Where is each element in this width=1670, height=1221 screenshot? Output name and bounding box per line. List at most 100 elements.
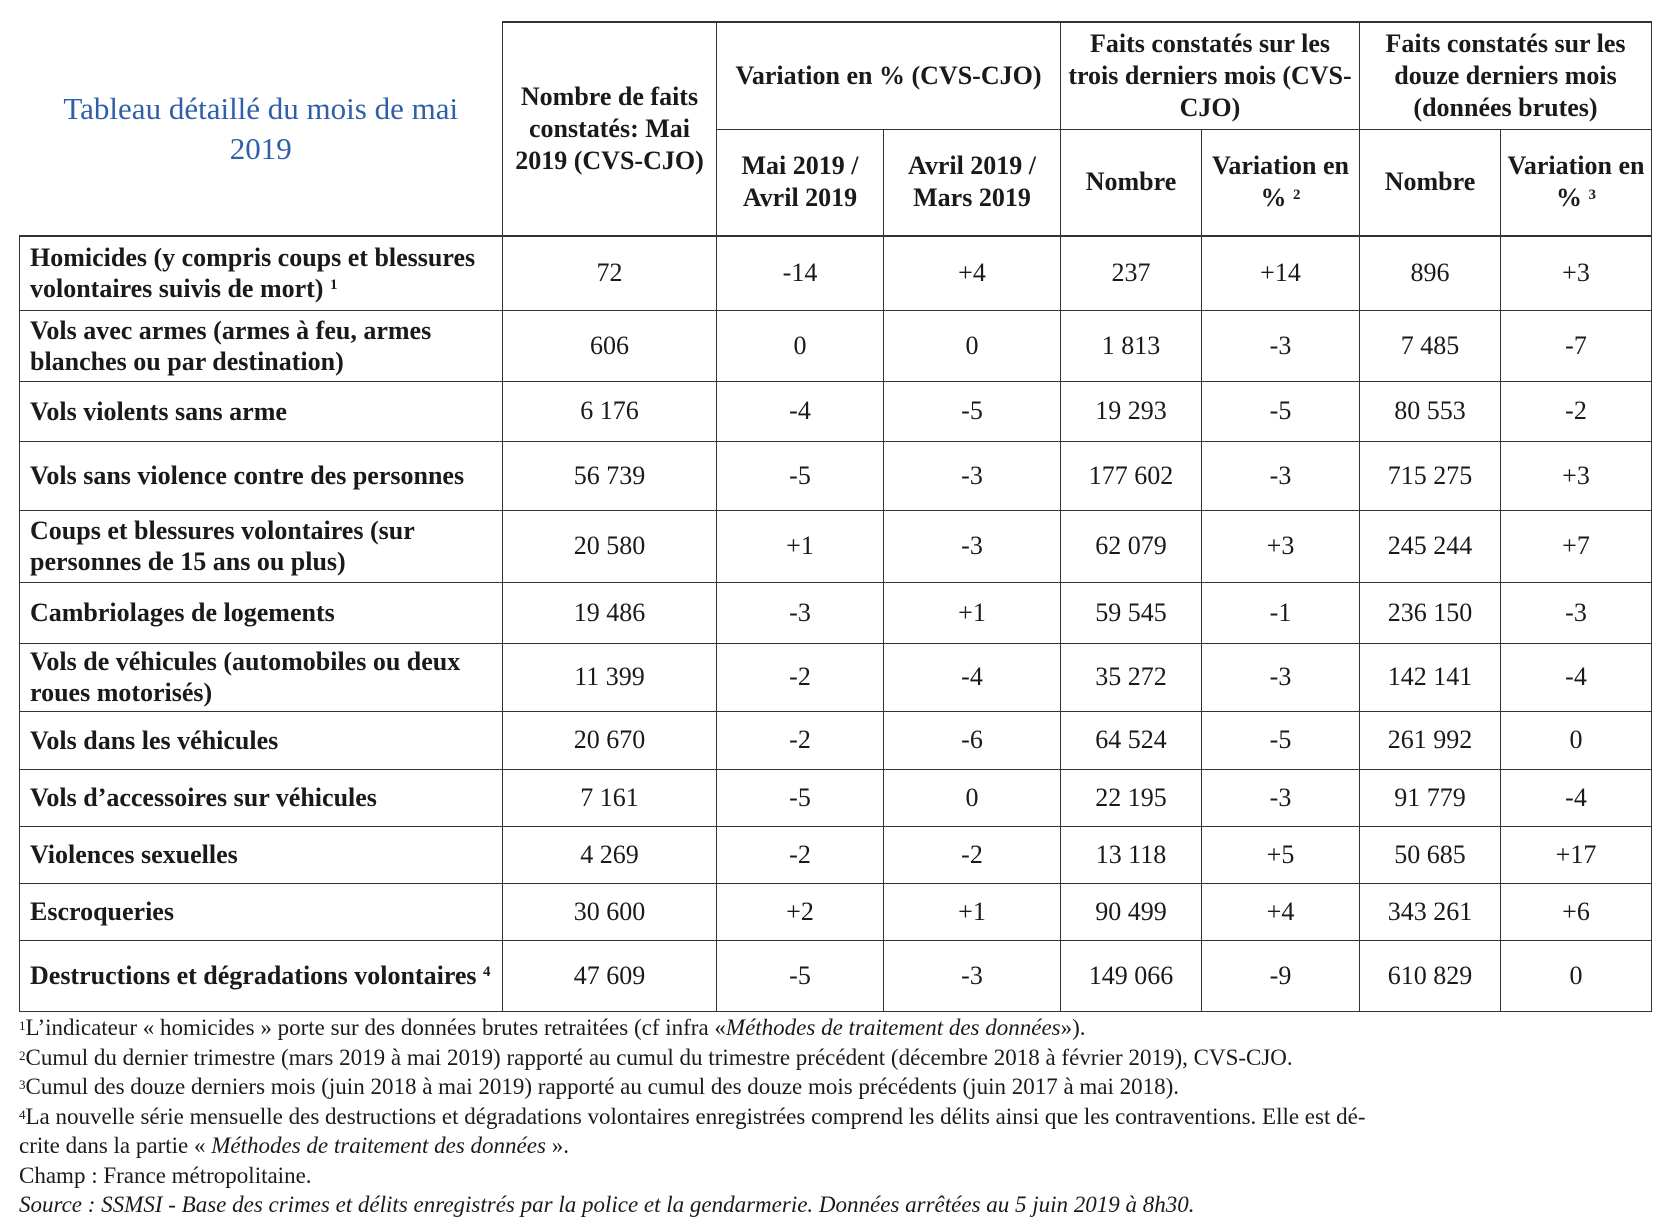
table-row: Vols violents sans arme 6 176 -4 -5 19 293 -5… xyxy=(19,380,1652,442)
table-cell: 149 066 xyxy=(1060,939,1202,1012)
table-cell: -3 xyxy=(883,509,1061,583)
table-cell: -3 xyxy=(1201,440,1360,511)
table-row: Escroqueries 30 600 +2 +1 90 499 +4 343 261 +6 xyxy=(19,882,1652,941)
table-cell: +1 xyxy=(716,509,884,583)
table-cell: 343 261 xyxy=(1359,882,1501,941)
table-cell: -2 xyxy=(1500,380,1652,442)
source-note: Source : SSMSI - Base des crimes et déli… xyxy=(19,1192,1195,1217)
table-cell: 91 779 xyxy=(1359,768,1501,827)
table-cell: 7 161 xyxy=(502,768,717,827)
table-cell: -2 xyxy=(883,825,1061,884)
table-title: Tableau détaillé du mois de mai 2019 xyxy=(19,22,503,237)
table-cell: -14 xyxy=(716,235,884,311)
table-cell: 20 580 xyxy=(502,509,717,583)
table-cell: 90 499 xyxy=(1060,882,1202,941)
footnote-text: Cumul du dernier trimestre (mars 2019 à … xyxy=(25,1044,1293,1070)
footnotes: 1L’indicateur « homicides » porte sur de… xyxy=(19,1013,1659,1220)
footnote-ref: 3 xyxy=(1588,187,1597,204)
footnote-mark: 4 xyxy=(19,1106,26,1122)
table-cell: +7 xyxy=(1500,509,1652,583)
scope-note: Champ : France métropolitaine. xyxy=(19,1162,312,1188)
table-cell: 19 293 xyxy=(1060,380,1202,442)
table-cell: -3 xyxy=(883,440,1061,511)
footnote-1: 1L’indicateur « homicides » porte sur de… xyxy=(19,1013,1659,1043)
table-cell: 142 141 xyxy=(1359,642,1501,712)
table-cell: 80 553 xyxy=(1359,380,1501,442)
table-cell: 0 xyxy=(883,768,1061,827)
crime-statistics-table: Tableau détaillé du mois de mai 2019 Nom… xyxy=(19,21,1652,1012)
table-cell: 7 485 xyxy=(1359,309,1501,382)
table-cell: -7 xyxy=(1500,309,1652,382)
table-cell: 0 xyxy=(716,309,884,382)
header-group-variation: Variation en % (CVS-CJO) xyxy=(716,21,1061,130)
table-cell: +5 xyxy=(1201,825,1360,884)
table-row: Vols avec armes (armes à feu, armes blan… xyxy=(19,309,1652,382)
table-cell: 177 602 xyxy=(1060,440,1202,511)
table-cell: 56 739 xyxy=(502,440,717,511)
footnote-mark: 3 xyxy=(19,1077,26,1092)
row-label: Escroqueries xyxy=(19,882,503,941)
table-cell: -1 xyxy=(1201,581,1360,644)
header-twelve-variation: Variation en % 3 xyxy=(1500,128,1652,237)
row-label-text: Vols sans violence contre des personnes xyxy=(30,461,465,490)
row-label-text: Vols avec armes (armes à feu, armes blan… xyxy=(30,315,432,376)
table-cell: 896 xyxy=(1359,235,1501,311)
footnote-text: Cumul des douze derniers mois (juin 2018… xyxy=(25,1074,1180,1099)
table-cell: +1 xyxy=(883,581,1061,644)
table-cell: +3 xyxy=(1500,235,1652,311)
table-cell: 62 079 xyxy=(1060,509,1202,583)
footnote-mark: 2 xyxy=(19,1047,26,1063)
table-cell: -2 xyxy=(716,642,884,712)
table-cell: -3 xyxy=(883,939,1061,1012)
table-cell: 19 486 xyxy=(502,581,717,644)
table-cell: +3 xyxy=(1201,509,1360,583)
table-cell: 11 399 xyxy=(502,642,717,712)
header-text: Variation en % xyxy=(1212,151,1349,213)
table-cell: -5 xyxy=(716,768,884,827)
table-cell: 0 xyxy=(1500,939,1652,1012)
table-cell: 237 xyxy=(1060,235,1202,311)
row-label: Vols de véhicules (automobiles ou deux r… xyxy=(19,642,503,712)
table-cell: +6 xyxy=(1500,882,1652,941)
row-label: Vols sans violence contre des personnes xyxy=(19,440,503,511)
table-cell: 0 xyxy=(883,309,1061,382)
table-cell: 50 685 xyxy=(1359,825,1501,884)
footnote-ref: 1 xyxy=(329,277,338,294)
footnote-ref: 4 xyxy=(483,964,491,980)
table-cell: -3 xyxy=(1201,309,1360,382)
table-row: Vols de véhicules (automobiles ou deux r… xyxy=(19,642,1652,712)
row-label-text: Coups et blessures volontaires (sur pers… xyxy=(30,516,415,576)
table-cell: +1 xyxy=(883,882,1061,941)
header-count-may-2019: Nombre de faits constatés: Mai 2019 (CVS… xyxy=(502,21,717,237)
footnote-text: »). xyxy=(1060,1015,1086,1040)
row-label-text: Homicides (y compris coups et blessures … xyxy=(30,243,476,304)
table-cell: 606 xyxy=(502,309,717,382)
table-cell: -5 xyxy=(716,939,884,1012)
footnote-italic: Méthodes de traitement des données xyxy=(725,1015,1061,1040)
table-row: Cambriolages de logements 19 486 -3 +1 59 54… xyxy=(19,581,1652,644)
row-label: Cambriolages de logements xyxy=(19,581,503,644)
table-cell: 715 275 xyxy=(1359,440,1501,511)
row-label: Coups et blessures volontaires (sur pers… xyxy=(19,509,503,583)
footnote-mark: 1 xyxy=(19,1018,26,1033)
table-cell: 35 272 xyxy=(1060,642,1202,712)
header-twelve-number: Nombre xyxy=(1359,128,1501,237)
header-three-variation: Variation en % 2 xyxy=(1201,128,1360,237)
row-label-text: Cambriolages de logements xyxy=(30,598,335,627)
table-cell: -5 xyxy=(1201,710,1360,770)
header-april-march: Avril 2019 / Mars 2019 xyxy=(883,128,1061,237)
row-label-text: Vols de véhicules (automobiles ou deux r… xyxy=(30,647,461,707)
table-cell: 245 244 xyxy=(1359,509,1501,583)
footnote-ref: 2 xyxy=(1293,187,1301,204)
table-cell: +4 xyxy=(1201,882,1360,941)
table-row: Homicides (y compris coups et blessures … xyxy=(19,235,1652,311)
table-cell: +3 xyxy=(1500,440,1652,511)
table-cell: -9 xyxy=(1201,939,1360,1012)
table-cell: +14 xyxy=(1201,235,1360,311)
table-cell: 1 813 xyxy=(1060,309,1202,382)
table-cell: +17 xyxy=(1500,825,1652,884)
row-label: Violences sexuelles xyxy=(19,825,503,884)
table-cell: 610 829 xyxy=(1359,939,1501,1012)
table-cell: 236 150 xyxy=(1359,581,1501,644)
table-cell: -4 xyxy=(716,380,884,442)
